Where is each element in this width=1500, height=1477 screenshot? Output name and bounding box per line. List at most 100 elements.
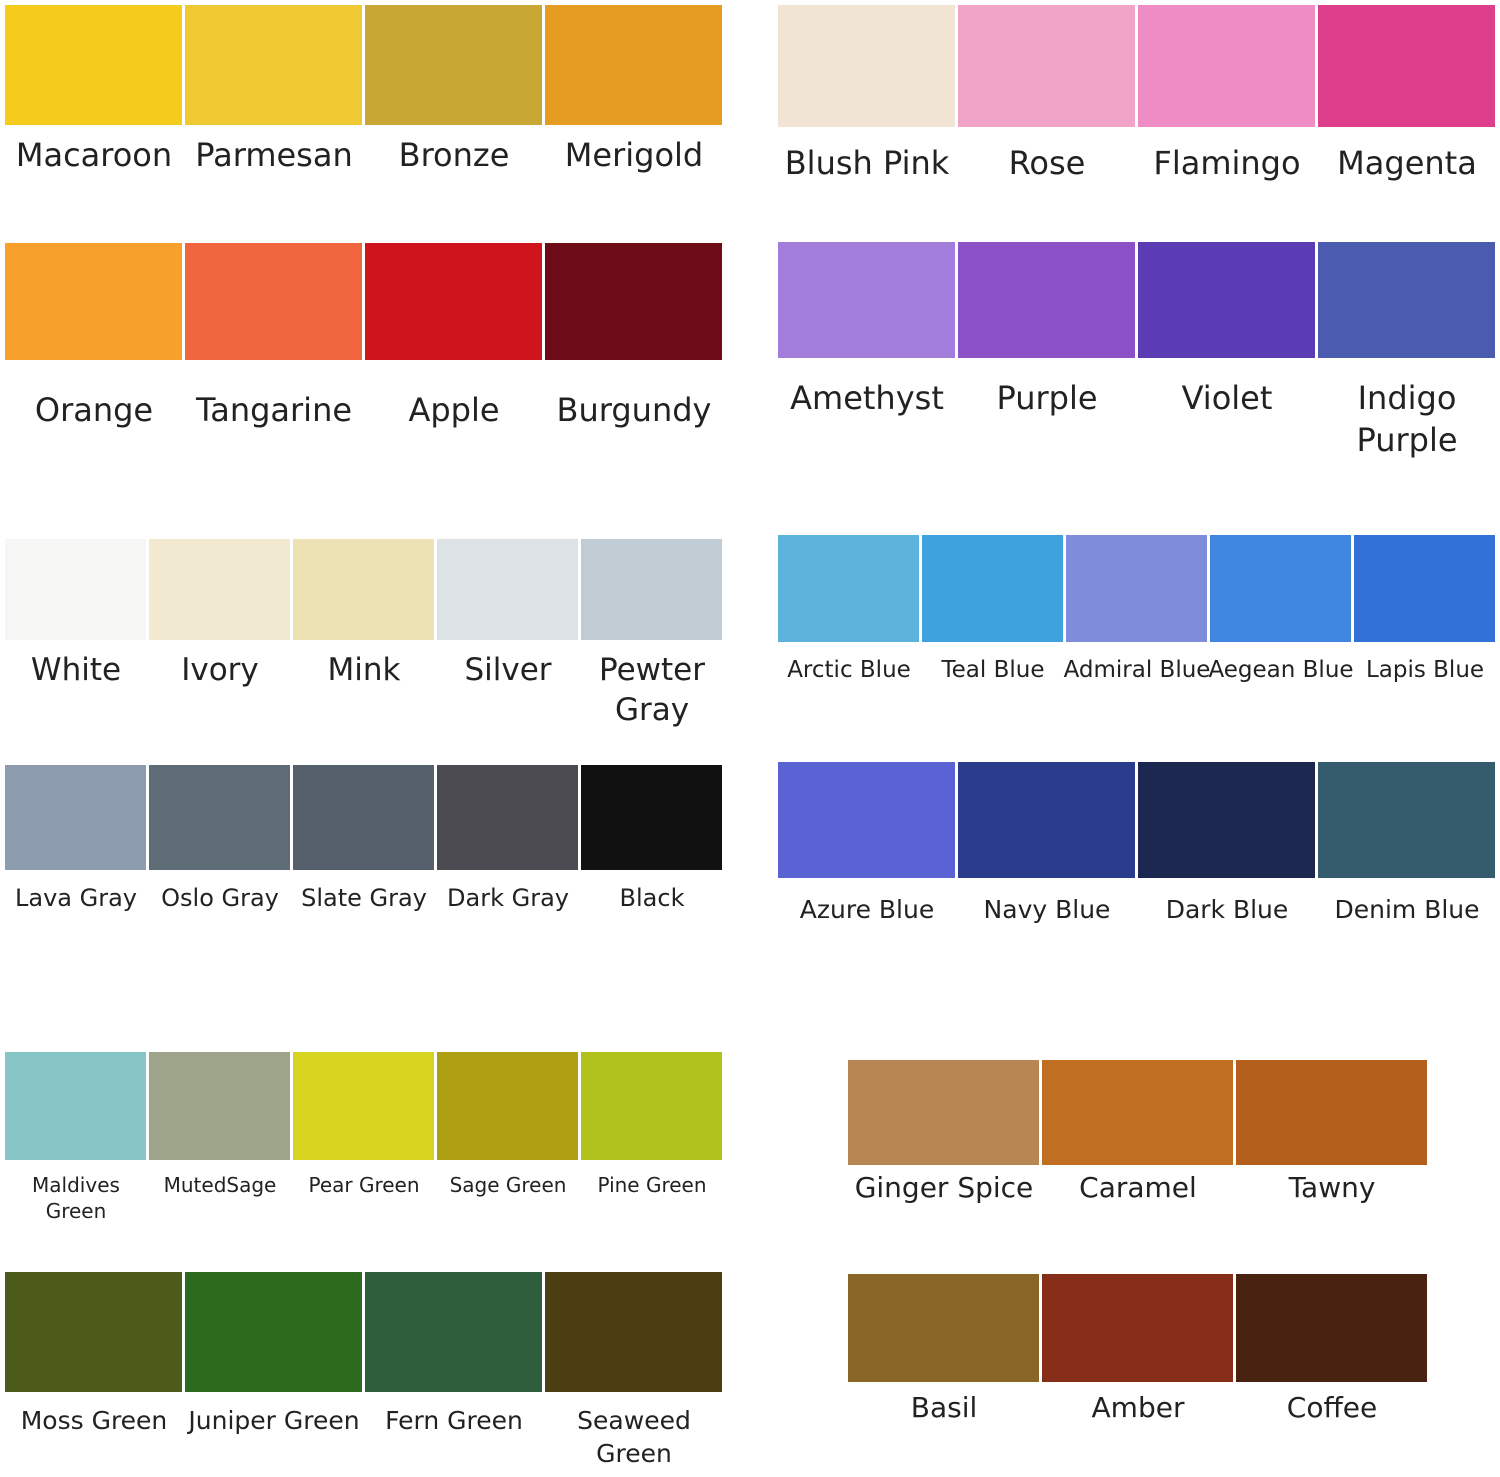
swatch	[1138, 242, 1315, 358]
swatch	[1236, 1060, 1427, 1165]
swatch	[922, 535, 1063, 642]
swatch	[958, 762, 1135, 878]
swatch	[1318, 242, 1495, 358]
swatch	[437, 765, 578, 870]
swatch-label: Ginger Spice	[854, 1171, 1034, 1204]
swatch-label: Merigold	[564, 136, 704, 174]
swatch	[1318, 5, 1495, 127]
swatch	[293, 765, 434, 870]
swatch	[1210, 535, 1351, 642]
swatch	[1066, 535, 1207, 642]
swatch	[1042, 1060, 1233, 1165]
swatch-label: Blush Pink	[784, 144, 950, 182]
swatch	[581, 765, 722, 870]
swatch-label: Pine Green	[597, 1173, 707, 1197]
swatch	[1354, 535, 1495, 642]
swatch-label: Admiral Blue	[1063, 657, 1211, 683]
swatch-label: Caramel	[1079, 1171, 1197, 1204]
swatch	[581, 539, 722, 640]
swatch	[778, 535, 919, 642]
swatch	[365, 5, 542, 125]
swatch-label: Violet	[1181, 379, 1273, 417]
swatch	[545, 1272, 722, 1392]
swatch	[778, 5, 955, 127]
swatch	[5, 1052, 146, 1160]
swatch	[848, 1274, 1039, 1382]
swatch	[185, 243, 362, 360]
swatch-label: Ivory	[181, 652, 259, 688]
swatch-label: Teal Blue	[941, 657, 1045, 683]
swatch-label: Silver	[464, 652, 552, 688]
swatch	[5, 243, 182, 360]
swatch	[149, 539, 290, 640]
swatch	[545, 243, 722, 360]
swatch	[958, 5, 1135, 127]
swatch-label: Mink	[327, 652, 401, 688]
swatch-label: Magenta	[1337, 144, 1477, 182]
swatch	[365, 243, 542, 360]
swatch	[185, 5, 362, 125]
swatch-label: Black	[619, 884, 685, 912]
swatch-label: Oslo Gray	[161, 884, 279, 912]
swatch	[848, 1060, 1039, 1165]
swatch	[581, 1052, 722, 1160]
swatch-label: Lava Gray	[15, 884, 137, 912]
swatch	[1138, 762, 1315, 878]
swatch-label: Basil	[910, 1391, 978, 1424]
swatch	[778, 242, 955, 358]
swatch	[149, 765, 290, 870]
swatch	[1138, 5, 1315, 127]
swatch-label: White	[30, 652, 122, 688]
swatch-label: Purple	[996, 379, 1098, 417]
swatch	[545, 5, 722, 125]
swatch	[1318, 762, 1495, 878]
swatch-label: Tangarine	[195, 391, 353, 429]
swatch	[437, 1052, 578, 1160]
swatch	[5, 539, 146, 640]
swatch-label: Azure Blue	[799, 895, 935, 924]
swatch-label: Seaweed Green	[577, 1406, 691, 1468]
swatch-label: Sage Green	[449, 1173, 567, 1197]
swatch-label: Macaroon	[15, 136, 173, 174]
swatch-label: Coffee	[1286, 1391, 1378, 1424]
swatch-label: MutedSage	[163, 1173, 277, 1197]
swatch-label: Lapis Blue	[1365, 657, 1485, 683]
swatch	[5, 765, 146, 870]
swatch	[293, 1052, 434, 1160]
swatch	[5, 5, 182, 125]
swatch	[5, 1272, 182, 1392]
swatch-label: Amethyst	[790, 379, 944, 417]
swatch	[437, 539, 578, 640]
swatch-label: Slate Gray	[301, 884, 427, 912]
swatch-label: Bronze	[398, 136, 510, 174]
swatch-label: Parmesan	[195, 136, 353, 174]
swatch-label: Rose	[1008, 144, 1086, 182]
swatch-label: Navy Blue	[983, 895, 1111, 924]
swatch-label: Maldives Green	[32, 1173, 120, 1223]
swatch-label: Denim Blue	[1334, 895, 1480, 924]
swatch-label: Arctic Blue	[787, 657, 911, 683]
swatch-label: Fern Green	[385, 1406, 523, 1435]
swatch-label: Apple	[408, 391, 500, 429]
swatch	[293, 539, 434, 640]
swatch	[365, 1272, 542, 1392]
swatch-label: Pewter Gray	[599, 652, 705, 729]
swatch-label: Juniper Green	[188, 1406, 360, 1435]
swatch	[958, 242, 1135, 358]
swatch-label: Tawny	[1288, 1171, 1376, 1204]
swatch-label: Burgundy	[556, 391, 712, 429]
swatch-label: Orange	[34, 391, 154, 429]
swatch	[1042, 1274, 1233, 1382]
swatch-label: Amber	[1091, 1391, 1185, 1424]
swatch-label: Moss Green	[20, 1406, 168, 1435]
swatch-label: Indigo Purple	[1356, 379, 1458, 459]
swatch	[778, 762, 955, 878]
swatch	[1236, 1274, 1427, 1382]
swatch-label: Dark Blue	[1165, 895, 1289, 924]
swatch	[185, 1272, 362, 1392]
swatch-label: Pear Green	[308, 1173, 420, 1197]
swatch-label: Flamingo	[1153, 144, 1301, 182]
swatch-label: Dark Gray	[447, 884, 569, 912]
swatch	[149, 1052, 290, 1160]
